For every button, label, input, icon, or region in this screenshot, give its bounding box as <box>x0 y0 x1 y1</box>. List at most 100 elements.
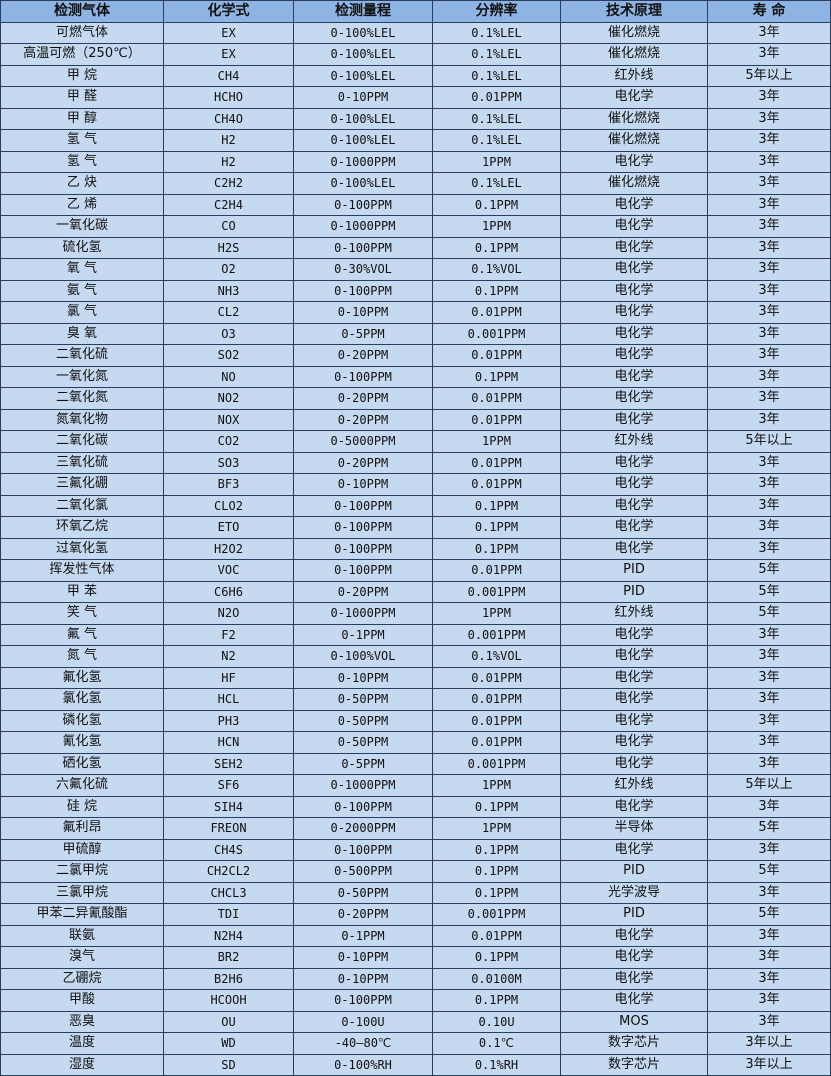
cell-technology: 电化学 <box>560 387 708 410</box>
cell-lifespan: 5年以上 <box>707 64 831 87</box>
cell-lifespan: 3年 <box>707 881 831 904</box>
cell-technology: 催化燃烧 <box>560 172 708 195</box>
table-row: 二氧化碳 CO2 0-5000PPM 1PPM 红外线 5年以上 <box>0 430 831 453</box>
cell-technology: 电化学 <box>560 967 708 990</box>
cell-chemical-formula: NH3 <box>163 279 294 302</box>
cell-chemical-formula: CO <box>163 215 294 238</box>
cell-gas-name: 笑 气 <box>0 602 164 625</box>
table-row: 二氧化氯 CLO2 0-100PPM 0.1PPM 电化学 3年 <box>0 494 831 517</box>
table-row: 氢 气 H2 0-1000PPM 1PPM 电化学 3年 <box>0 150 831 173</box>
cell-chemical-formula: OU <box>163 1010 294 1033</box>
cell-gas-name: 乙 炔 <box>0 172 164 195</box>
cell-lifespan: 3年 <box>707 494 831 517</box>
cell-lifespan: 3年以上 <box>707 1032 831 1055</box>
cell-gas-name: 氧 气 <box>0 258 164 281</box>
cell-lifespan: 3年 <box>707 838 831 861</box>
column-header-gas-name: 检测气体 <box>0 0 164 23</box>
cell-gas-name: 氟化氢 <box>0 666 164 689</box>
table-row: 乙 烯 C2H4 0-100PPM 0.1PPM 电化学 3年 <box>0 193 831 216</box>
cell-gas-name: 甲苯二异氰酸酯 <box>0 903 164 926</box>
cell-lifespan: 3年 <box>707 967 831 990</box>
cell-detection-range: 0-100%LEL <box>293 107 433 130</box>
table-row: 硅 烷 SIH4 0-100PPM 0.1PPM 电化学 3年 <box>0 795 831 818</box>
table-row: 甲 醛 HCHO 0-10PPM 0.01PPM 电化学 3年 <box>0 86 831 109</box>
column-header-lifespan: 寿 命 <box>707 0 831 23</box>
cell-gas-name: 氮氧化物 <box>0 408 164 431</box>
table-row: 硫化氢 H2S 0-100PPM 0.1PPM 电化学 3年 <box>0 236 831 259</box>
cell-gas-name: 氢 气 <box>0 129 164 152</box>
cell-gas-name: 三氧化硫 <box>0 451 164 474</box>
cell-technology: 电化学 <box>560 688 708 711</box>
cell-detection-range: 0-100%RH <box>293 1053 433 1076</box>
cell-gas-name: 二氯甲烷 <box>0 860 164 883</box>
cell-technology: 电化学 <box>560 666 708 689</box>
cell-technology: 数字芯片 <box>560 1032 708 1055</box>
table-row: 二氧化氮 NO2 0-20PPM 0.01PPM 电化学 3年 <box>0 387 831 410</box>
cell-technology: 电化学 <box>560 193 708 216</box>
cell-resolution: 1PPM <box>432 215 561 238</box>
cell-resolution: 0.001PPM <box>432 322 561 345</box>
table-row: 溴气 BR2 0-10PPM 0.1PPM 电化学 3年 <box>0 946 831 969</box>
cell-gas-name: 环氧乙烷 <box>0 516 164 539</box>
cell-technology: 电化学 <box>560 924 708 947</box>
cell-chemical-formula: BR2 <box>163 946 294 969</box>
cell-lifespan: 3年 <box>707 387 831 410</box>
cell-gas-name: 磷化氢 <box>0 709 164 732</box>
cell-detection-range: 0-50PPM <box>293 688 433 711</box>
cell-technology: 电化学 <box>560 838 708 861</box>
cell-chemical-formula: VOC <box>163 559 294 582</box>
cell-resolution: 0.10U <box>432 1010 561 1033</box>
cell-chemical-formula: WD <box>163 1032 294 1055</box>
cell-chemical-formula: FREON <box>163 817 294 840</box>
table-row: 三氧化硫 SO3 0-20PPM 0.01PPM 电化学 3年 <box>0 451 831 474</box>
cell-technology: 电化学 <box>560 258 708 281</box>
cell-technology: 电化学 <box>560 150 708 173</box>
cell-chemical-formula: HCN <box>163 731 294 754</box>
table-row: 氨 气 NH3 0-100PPM 0.1PPM 电化学 3年 <box>0 279 831 302</box>
cell-chemical-formula: EX <box>163 43 294 66</box>
cell-detection-range: 0-100PPM <box>293 838 433 861</box>
cell-detection-range: 0-100%LEL <box>293 172 433 195</box>
cell-gas-name: 氢 气 <box>0 150 164 173</box>
table-row: 磷化氢 PH3 0-50PPM 0.01PPM 电化学 3年 <box>0 709 831 732</box>
cell-gas-name: 乙硼烷 <box>0 967 164 990</box>
cell-lifespan: 5年以上 <box>707 430 831 453</box>
cell-detection-range: 0-100PPM <box>293 193 433 216</box>
table-body: 可燃气体 EX 0-100%LEL 0.1%LEL 催化燃烧 3年 高温可燃（250℃） EX… <box>0 21 831 1076</box>
cell-gas-name: 溴气 <box>0 946 164 969</box>
cell-detection-range: 0-30%VOL <box>293 258 433 281</box>
cell-technology: 电化学 <box>560 752 708 775</box>
cell-technology: MOS <box>560 1010 708 1033</box>
cell-gas-name: 甲 醛 <box>0 86 164 109</box>
cell-lifespan: 3年 <box>707 623 831 646</box>
cell-chemical-formula: B2H6 <box>163 967 294 990</box>
cell-technology: 红外线 <box>560 430 708 453</box>
cell-technology: 催化燃烧 <box>560 43 708 66</box>
cell-gas-name: 高温可燃（250℃） <box>0 43 164 66</box>
cell-chemical-formula: CH2CL2 <box>163 860 294 883</box>
cell-technology: 电化学 <box>560 344 708 367</box>
cell-resolution: 1PPM <box>432 430 561 453</box>
table-row: 温度 WD -40—80℃ 0.1℃ 数字芯片 3年以上 <box>0 1032 831 1055</box>
cell-chemical-formula: H2S <box>163 236 294 259</box>
cell-chemical-formula: SO2 <box>163 344 294 367</box>
cell-resolution: 1PPM <box>432 774 561 797</box>
cell-resolution: 0.1%LEL <box>432 43 561 66</box>
cell-chemical-formula: CLO2 <box>163 494 294 517</box>
cell-resolution: 0.01PPM <box>432 559 561 582</box>
cell-detection-range: 0-1000PPM <box>293 602 433 625</box>
cell-detection-range: 0-50PPM <box>293 881 433 904</box>
table-row: 氟利昂 FREON 0-2000PPM 1PPM 半导体 5年 <box>0 817 831 840</box>
cell-lifespan: 3年 <box>707 731 831 754</box>
cell-detection-range: 0-100PPM <box>293 559 433 582</box>
cell-detection-range: 0-20PPM <box>293 903 433 926</box>
cell-chemical-formula: NOX <box>163 408 294 431</box>
cell-lifespan: 3年 <box>707 215 831 238</box>
cell-chemical-formula: O2 <box>163 258 294 281</box>
cell-technology: 电化学 <box>560 365 708 388</box>
cell-detection-range: 0-10PPM <box>293 946 433 969</box>
table-row: 过氧化氢 H2O2 0-100PPM 0.1PPM 电化学 3年 <box>0 537 831 560</box>
cell-technology: PID <box>560 580 708 603</box>
cell-resolution: 0.01PPM <box>432 408 561 431</box>
